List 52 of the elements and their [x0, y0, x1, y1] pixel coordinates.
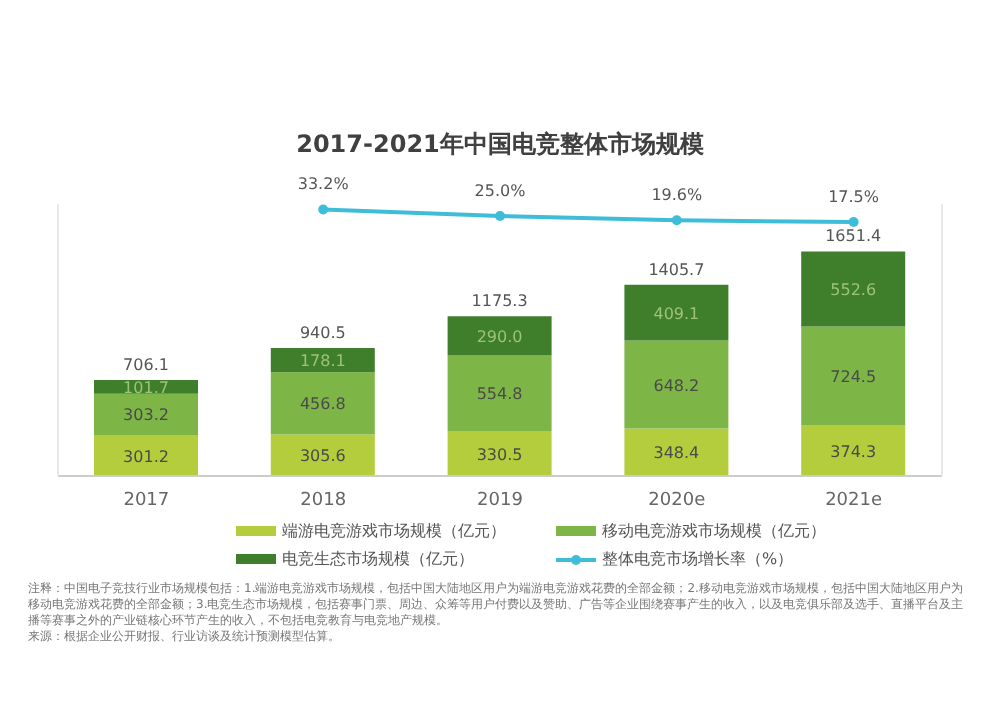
total-label: 1405.7 [648, 260, 705, 279]
data-label: 17.5% [828, 188, 880, 206]
data-label: 330.5 [476, 445, 523, 464]
data-label: 348.4 [653, 444, 700, 463]
bar [447, 316, 552, 356]
x-tick-label: 2020e [648, 490, 707, 511]
data-label: 101.7 [123, 378, 169, 397]
data-label: 724.5 [830, 367, 877, 386]
bar [94, 435, 198, 476]
x-tick-label: 2021e [825, 490, 883, 511]
legend-label: 整体电竞市场增长率（%） [602, 548, 794, 570]
data-label: 178.1 [299, 352, 346, 371]
legend-label: 移动电竞游戏市场规模（亿元） [602, 520, 826, 542]
data-label: 648.2 [653, 376, 700, 395]
bar [94, 393, 198, 436]
total-label: 940.5 [299, 324, 346, 343]
point [495, 211, 505, 221]
total-label: 1175.3 [471, 292, 528, 311]
data-label: 301.2 [123, 447, 169, 466]
bar [270, 372, 375, 435]
total-label: 1651.4 [825, 227, 882, 246]
x-tick-label: 2019 [477, 490, 524, 511]
bar [624, 284, 729, 341]
data-label: 303.2 [123, 406, 169, 425]
bar [270, 348, 375, 373]
point [671, 215, 682, 226]
point [848, 217, 859, 227]
data-label: 33.2% [297, 175, 350, 194]
x-tick-label: 2017 [123, 490, 170, 511]
data-label: 554.8 [476, 385, 523, 404]
data-label: 409.1 [653, 304, 700, 323]
bar [447, 431, 552, 476]
data-label: 456.8 [299, 395, 346, 414]
point [318, 204, 329, 215]
bar [624, 428, 729, 476]
bar [801, 251, 906, 327]
data-label: 305.6 [299, 447, 346, 466]
data-label: 374.3 [830, 442, 877, 461]
legend-label: 电竞生态市场规模（亿元） [282, 548, 474, 570]
bar [801, 425, 906, 476]
chart-title: 2017-2021年中国电竞整体市场规模 [294, 128, 706, 162]
data-label: 552.6 [830, 280, 877, 299]
total-label: 706.1 [123, 355, 169, 374]
bar [624, 340, 729, 429]
data-label: 25.0% [474, 182, 527, 200]
bar [801, 326, 906, 426]
bar [270, 434, 375, 476]
data-label: 290.0 [476, 327, 523, 346]
bar [447, 355, 552, 432]
data-label: 19.6% [651, 186, 703, 205]
x-tick-label: 2018 [300, 490, 347, 511]
legend-label: 端游电竞游戏市场规模（亿元） [282, 520, 506, 542]
